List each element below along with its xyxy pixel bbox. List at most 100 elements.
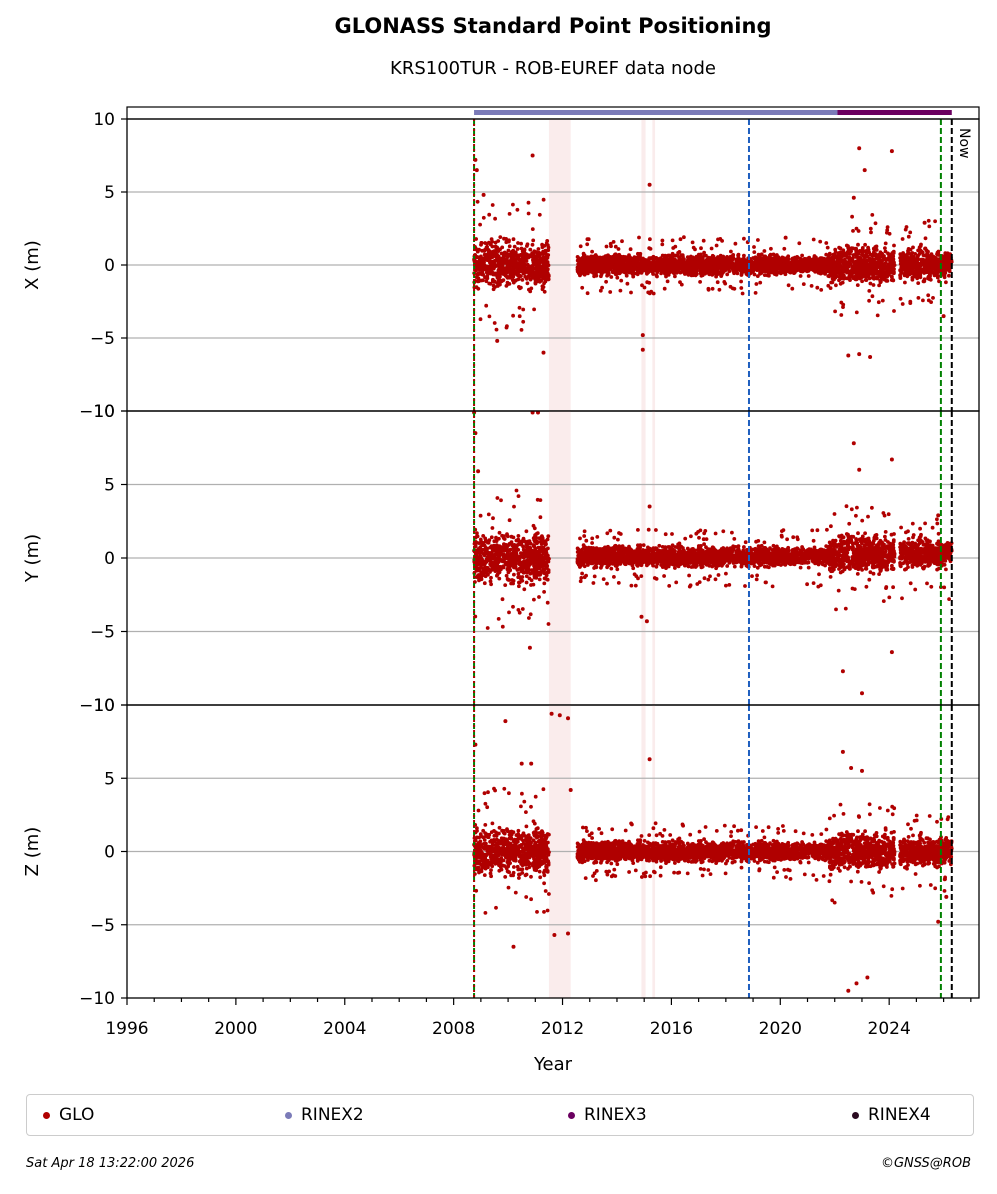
data-point [645,270,649,274]
data-point [620,239,624,244]
data-point [873,271,878,276]
glo-series [472,410,954,696]
data-point [823,257,827,262]
data-point [538,268,543,273]
data-point [818,239,823,244]
data-point [510,258,515,263]
data-point [628,247,633,252]
data-point [600,265,605,269]
data-point [869,230,873,235]
data-point [490,270,495,275]
data-point [828,271,833,276]
data-point [589,269,594,274]
data-point [851,229,855,233]
data-point [515,207,520,212]
data-point [577,260,582,264]
data-point [478,222,482,227]
data-point [797,265,801,269]
data-point [879,277,884,282]
data-point [483,254,488,258]
data-point [890,275,894,279]
data-point [524,529,529,534]
data-point [665,279,670,284]
data-point [830,276,835,281]
data-point [670,267,674,272]
data-point [475,534,479,538]
data-point [487,212,492,217]
data-point [527,287,531,292]
data-point [926,276,931,281]
data-point [753,291,758,295]
data-point [623,270,628,275]
data-point [493,240,498,245]
data-point [709,246,714,251]
data-point [498,235,503,240]
data-point [541,276,545,281]
data-point [542,581,547,586]
data-point [900,302,905,306]
data-point [742,269,746,274]
data-point [795,255,799,259]
data-point [782,246,787,251]
data-point [844,263,849,268]
data-point [752,245,756,249]
data-point [739,286,744,290]
data-point [824,252,829,257]
data-point [490,259,495,264]
data-point [931,296,935,300]
data-point [667,261,672,266]
data-point [645,280,650,285]
data-point [754,256,759,261]
data-point [474,237,478,241]
data-point [492,321,497,325]
data-point [487,314,492,319]
data-point [850,214,854,219]
data-point [883,241,888,246]
data-point [737,258,741,263]
data-point [627,268,632,272]
data-point [841,265,845,270]
data-point [532,307,536,312]
data-point [545,267,549,272]
data-point [670,238,675,243]
data-point [690,240,695,245]
data-point [800,253,804,258]
data-point [484,303,489,308]
data-point [867,289,872,293]
data-point [615,275,620,280]
data-point [591,264,595,269]
data-point [651,257,655,262]
data-point [924,248,929,253]
data-point [900,258,905,263]
data-point [856,229,861,233]
data-point [637,235,641,240]
data-point [944,280,948,285]
data-point [874,247,879,252]
data-point [634,267,638,271]
data-point [725,272,730,277]
data-point [487,264,492,269]
data-point [616,247,621,251]
data-point [585,237,590,242]
data-point [874,244,879,249]
data-point [540,242,544,247]
data-point [702,250,706,255]
data-point [485,276,489,281]
data-point [868,226,873,231]
data-point [514,259,518,264]
data-point [832,263,837,268]
data-point [479,566,484,570]
data-point [827,252,832,256]
data-point [851,275,856,280]
data-point [505,324,509,328]
data-point [497,576,502,581]
data-point [797,241,802,246]
data-point [513,269,518,273]
data-point [847,271,852,276]
data-point [818,269,823,273]
data-point [476,271,481,276]
data-point [882,254,886,258]
data-point [518,267,523,272]
data-point [511,274,516,279]
